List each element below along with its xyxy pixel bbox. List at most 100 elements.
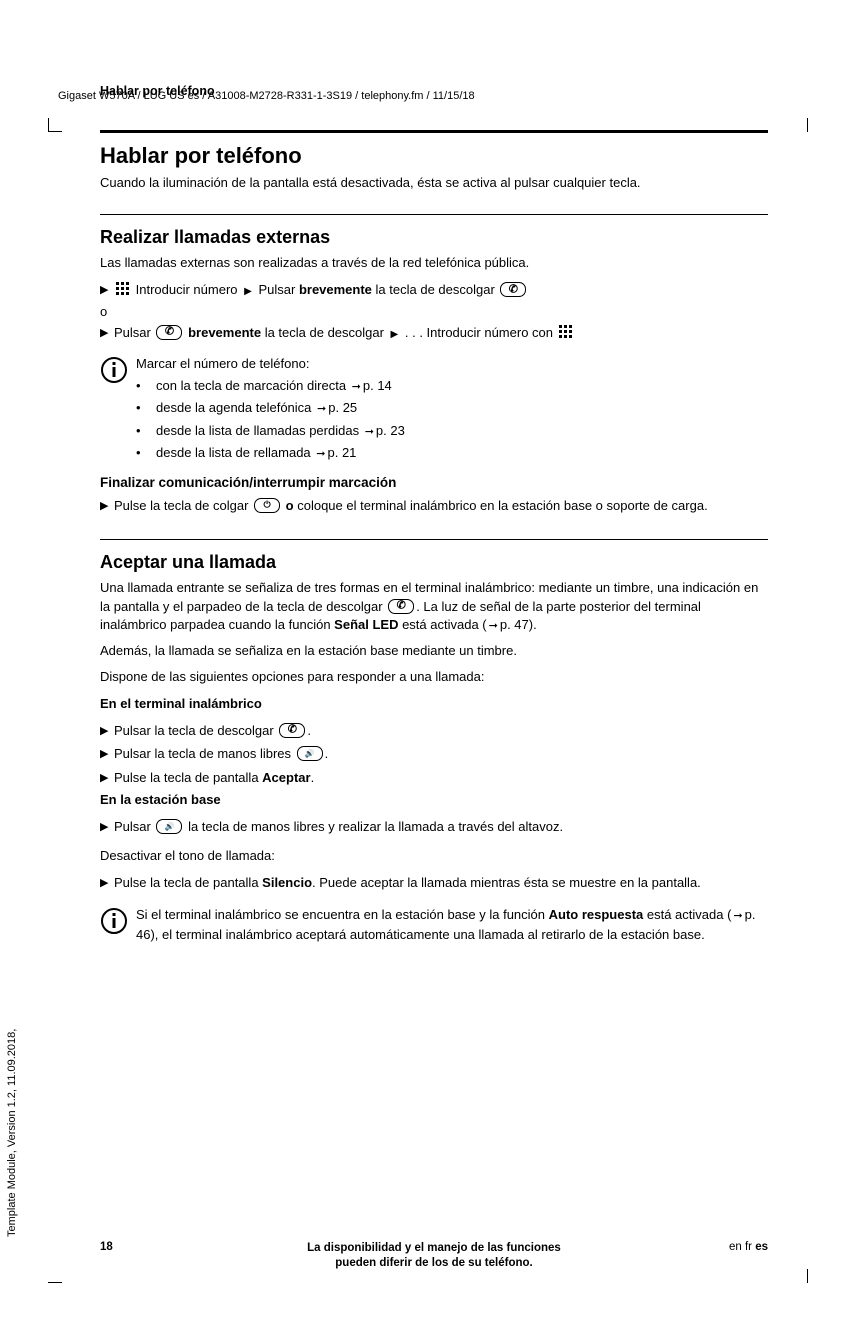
step-item: ▶ Pulse la tecla de pantalla Aceptar.	[100, 768, 768, 788]
text: desde la agenda telefónica ➞p. 25	[156, 398, 357, 418]
keypad-icon	[116, 282, 130, 296]
crop-mark	[48, 118, 62, 132]
step-bullet-icon: ▶	[100, 817, 114, 837]
text: con la tecla de marcación directa	[156, 378, 350, 393]
speaker-key-icon	[156, 819, 182, 834]
text: con la tecla de marcación directa ➞p. 14	[156, 376, 392, 396]
arrow-icon: ➞	[352, 381, 361, 393]
section-divider	[100, 539, 768, 540]
step-item: ▶ Pulsar la tecla de descolgar .	[100, 721, 768, 741]
arrow-icon: ➞	[733, 910, 742, 922]
arrow-icon: ▶	[244, 286, 252, 297]
step-text: Pulsar brevemente la tecla de descolgar …	[114, 323, 768, 343]
section-divider	[100, 130, 768, 133]
info-icon	[100, 905, 136, 945]
text: Señal LED	[334, 617, 398, 632]
page-ref: p. 23	[376, 423, 405, 438]
info-box: Marcar el número de teléfono: •con la te…	[100, 354, 768, 465]
text: . Puede aceptar la llamada mientras ésta…	[312, 875, 701, 890]
language-indicator: en fr es	[708, 1241, 768, 1253]
text: Pulsar la tecla de manos libres	[114, 746, 295, 761]
text: la tecla de descolgar	[372, 282, 498, 297]
step-item: ▶ Introducir número ▶ Pulsar brevemente …	[100, 280, 768, 300]
step-item: ▶ Pulsar brevemente la tecla de descolga…	[100, 323, 768, 343]
step-bullet-icon: ▶	[100, 280, 114, 300]
step-bullet-icon: ▶	[100, 768, 114, 788]
step-text: Pulse la tecla de pantalla Silencio. Pue…	[114, 873, 768, 893]
section-divider	[100, 214, 768, 215]
bullet-icon: •	[136, 421, 156, 441]
section-lead: Las llamadas externas son realizadas a t…	[100, 254, 768, 272]
text: está activada (	[398, 617, 486, 632]
page-ref: p. 25	[328, 400, 357, 415]
step-bullet-icon: ▶	[100, 323, 114, 343]
crop-mark	[807, 118, 808, 132]
step-bullet-icon: ▶	[100, 496, 114, 516]
text: Aceptar	[262, 770, 310, 785]
arrow-icon: ➞	[365, 426, 374, 438]
text: Pulse la tecla de pantalla	[114, 770, 262, 785]
text: desde la lista de rellamada ➞p. 21	[156, 443, 356, 463]
text: en fr	[729, 1241, 755, 1253]
step-item: ▶ Pulse la tecla de colgar o coloque el …	[100, 496, 768, 516]
text: Pulsar la tecla de descolgar	[114, 723, 277, 738]
list-item: •desde la lista de rellamada ➞p. 21	[136, 443, 768, 463]
step-item: ▶ Pulsar la tecla de manos libres y real…	[100, 817, 768, 837]
subsection-heading: Finalizar comunicación/interrumpir marca…	[100, 475, 768, 490]
sub-label: En el terminal inalámbrico	[100, 695, 768, 713]
info-icon	[100, 354, 136, 465]
intro-text: Cuando la iluminación de la pantalla est…	[100, 175, 768, 190]
speaker-key-icon	[297, 746, 323, 761]
bullet-icon: •	[136, 443, 156, 463]
bullet-icon: •	[136, 398, 156, 418]
page-ref: p. 21	[327, 445, 356, 460]
body-text: Una llamada entrante se señaliza de tres…	[100, 579, 768, 634]
body-text: Además, la llamada se señaliza en la est…	[100, 642, 768, 660]
text: la tecla de descolgar	[261, 325, 387, 340]
step-item: ▶ Pulsar la tecla de manos libres .	[100, 744, 768, 764]
list-item: •con la tecla de marcación directa ➞p. 1…	[136, 376, 768, 396]
step-text: Pulsar la tecla de manos libres .	[114, 744, 768, 764]
text: coloque el terminal inalámbrico en la es…	[294, 498, 708, 513]
crop-mark	[48, 1282, 62, 1283]
text: Pulsar	[114, 819, 154, 834]
text: o	[286, 498, 294, 513]
section-heading: Realizar llamadas externas	[100, 227, 768, 248]
text: Pulse la tecla de colgar	[114, 498, 252, 513]
text: la tecla de manos libres y realizar la l…	[184, 819, 563, 834]
text: desde la lista de rellamada	[156, 445, 314, 460]
text: Si el terminal inalámbrico se encuentra …	[136, 907, 549, 922]
text: Pulsar	[258, 282, 298, 297]
info-box: Si el terminal inalámbrico se encuentra …	[100, 905, 768, 945]
arrow-icon: ▶	[391, 329, 399, 340]
bullet-icon: •	[136, 376, 156, 396]
text: es	[755, 1241, 768, 1253]
step-bullet-icon: ▶	[100, 744, 114, 764]
section-heading: Aceptar una llamada	[100, 552, 768, 573]
page-title: Hablar por teléfono	[100, 143, 768, 169]
info-body: Marcar el número de teléfono: •con la te…	[136, 354, 768, 465]
list-item: •desde la agenda telefónica ➞p. 25	[136, 398, 768, 418]
text: Introducir número	[136, 282, 238, 297]
text: está activada (	[643, 907, 731, 922]
page-number: 18	[100, 1241, 160, 1253]
hook-key-icon	[279, 723, 305, 738]
step-text: Pulse la tecla de pantalla Aceptar.	[114, 768, 768, 788]
info-heading: Marcar el número de teléfono:	[136, 354, 768, 374]
page-ref: p. 14	[363, 378, 392, 393]
arrow-icon: ➞	[489, 620, 498, 632]
page-footer: 18 La disponibilidad y el manejo de las …	[100, 1241, 768, 1271]
hook-key-icon	[156, 325, 182, 340]
text: brevemente	[299, 282, 372, 297]
text: p. 47).	[500, 617, 537, 632]
arrow-icon: ➞	[316, 448, 325, 460]
footer-note: La disponibilidad y el manejo de las fun…	[160, 1241, 708, 1271]
crop-mark	[807, 1269, 808, 1283]
text: La disponibilidad y el manejo de las fun…	[307, 1242, 561, 1254]
hook-key-icon	[388, 599, 414, 614]
end-key-icon	[254, 498, 280, 513]
body-text: Desactivar el tono de llamada:	[100, 847, 768, 865]
info-body: Si el terminal inalámbrico se encuentra …	[136, 905, 768, 945]
step-bullet-icon: ▶	[100, 873, 114, 893]
list-item: •desde la lista de llamadas perdidas ➞p.…	[136, 421, 768, 441]
